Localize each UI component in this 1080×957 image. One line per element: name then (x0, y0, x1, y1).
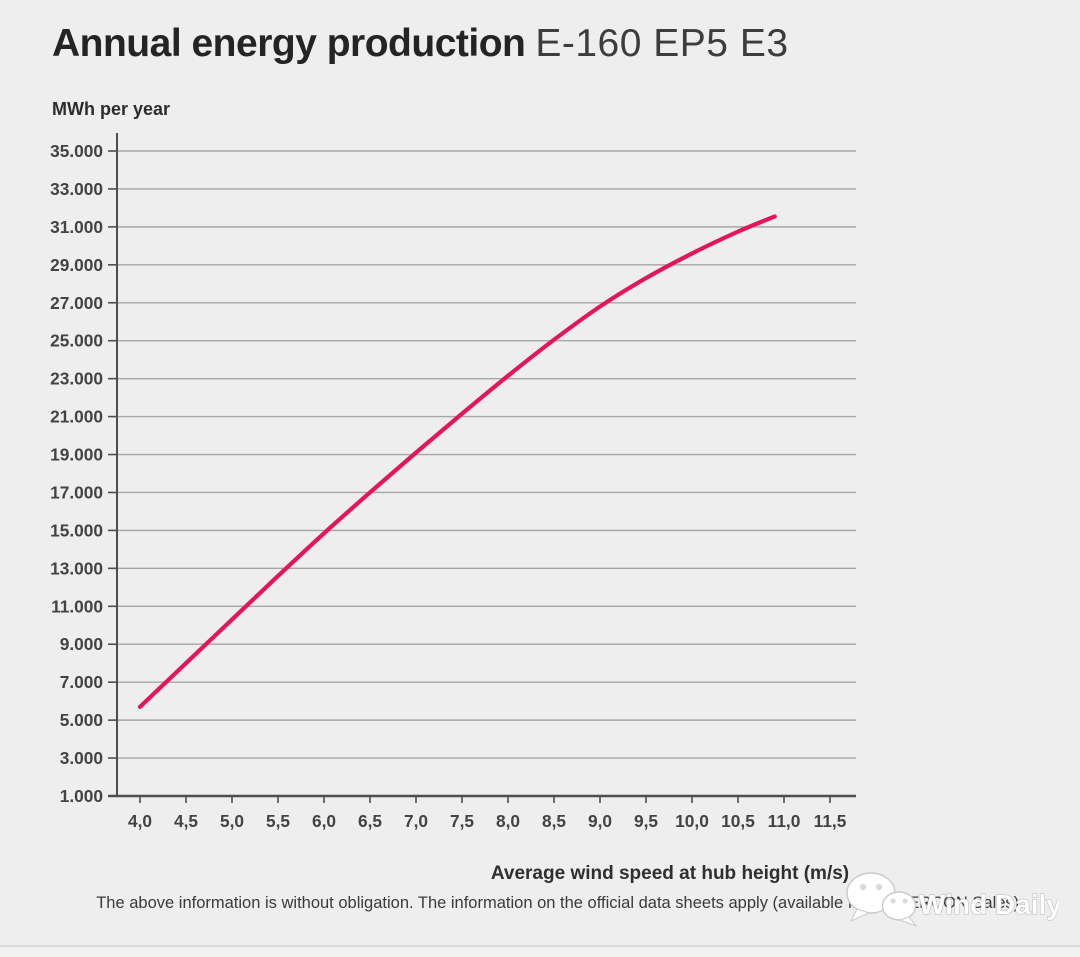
wind-daily-watermark: Wind Daily (846, 872, 1058, 928)
y-tick-label: 19.000 (50, 445, 103, 465)
x-tick-label: 11,0 (768, 811, 801, 831)
y-tick-label: 17.000 (50, 482, 103, 502)
page-title-bold: Annual energy production (52, 22, 526, 65)
y-tick-label: 33.000 (50, 179, 103, 199)
y-tick-label: 35.000 (50, 141, 103, 161)
x-tick-label: 10,5 (721, 811, 755, 831)
y-tick-label: 9.000 (60, 634, 103, 654)
y-tick-label: 31.000 (50, 217, 103, 237)
y-tick-label: 13.000 (50, 558, 103, 578)
x-tick-label: 9,0 (588, 811, 612, 831)
x-tick-label: 10,0 (675, 811, 709, 831)
y-tick-label: 21.000 (50, 407, 103, 427)
x-tick-label: 6,0 (312, 811, 336, 831)
x-tick-label: 5,0 (220, 811, 244, 831)
y-tick-label: 29.000 (50, 255, 103, 275)
y-tick-label: 11.000 (51, 596, 103, 616)
x-tick-label: 11,5 (814, 811, 847, 831)
wechat-logo-icon (846, 872, 918, 928)
y-axis-unit-label: MWh per year (52, 99, 171, 119)
page-title-model: E-160 EP5 E3 (535, 22, 789, 65)
x-tick-label: 8,5 (542, 811, 566, 831)
x-tick-label: 7,5 (450, 811, 474, 831)
x-tick-label: 8,0 (496, 811, 520, 831)
y-tick-label: 3.000 (60, 748, 103, 768)
y-tick-label: 1.000 (60, 786, 103, 806)
x-tick-label: 4,0 (128, 811, 152, 831)
y-tick-label: 15.000 (50, 520, 103, 540)
y-tick-label: 23.000 (50, 369, 103, 389)
aep-curve (137, 214, 777, 709)
y-tick-label: 7.000 (60, 672, 103, 692)
x-tick-label: 5,5 (266, 811, 290, 831)
y-tick-label: 25.000 (50, 331, 103, 351)
x-tick-label: 9,5 (634, 811, 658, 831)
x-tick-label: 6,5 (358, 811, 382, 831)
bottom-divider (0, 945, 1080, 957)
y-tick-label: 27.000 (50, 293, 103, 313)
y-tick-label: 5.000 (60, 710, 103, 730)
x-tick-label: 7,0 (404, 811, 428, 831)
aep-line-chart: 1.000 3.000 5.000 7.000 9.000 11.000 13.000 15.… (50, 133, 856, 831)
page-title: Annual energy production E-160 EP5 E3 (52, 22, 789, 66)
disclaimer-text: The above information is without obligat… (96, 894, 1024, 912)
x-tick-label: 4,5 (174, 811, 198, 831)
x-axis-title: Average wind speed at hub height (m/s) (490, 863, 850, 884)
watermark-label: Wind Daily (919, 889, 1058, 920)
